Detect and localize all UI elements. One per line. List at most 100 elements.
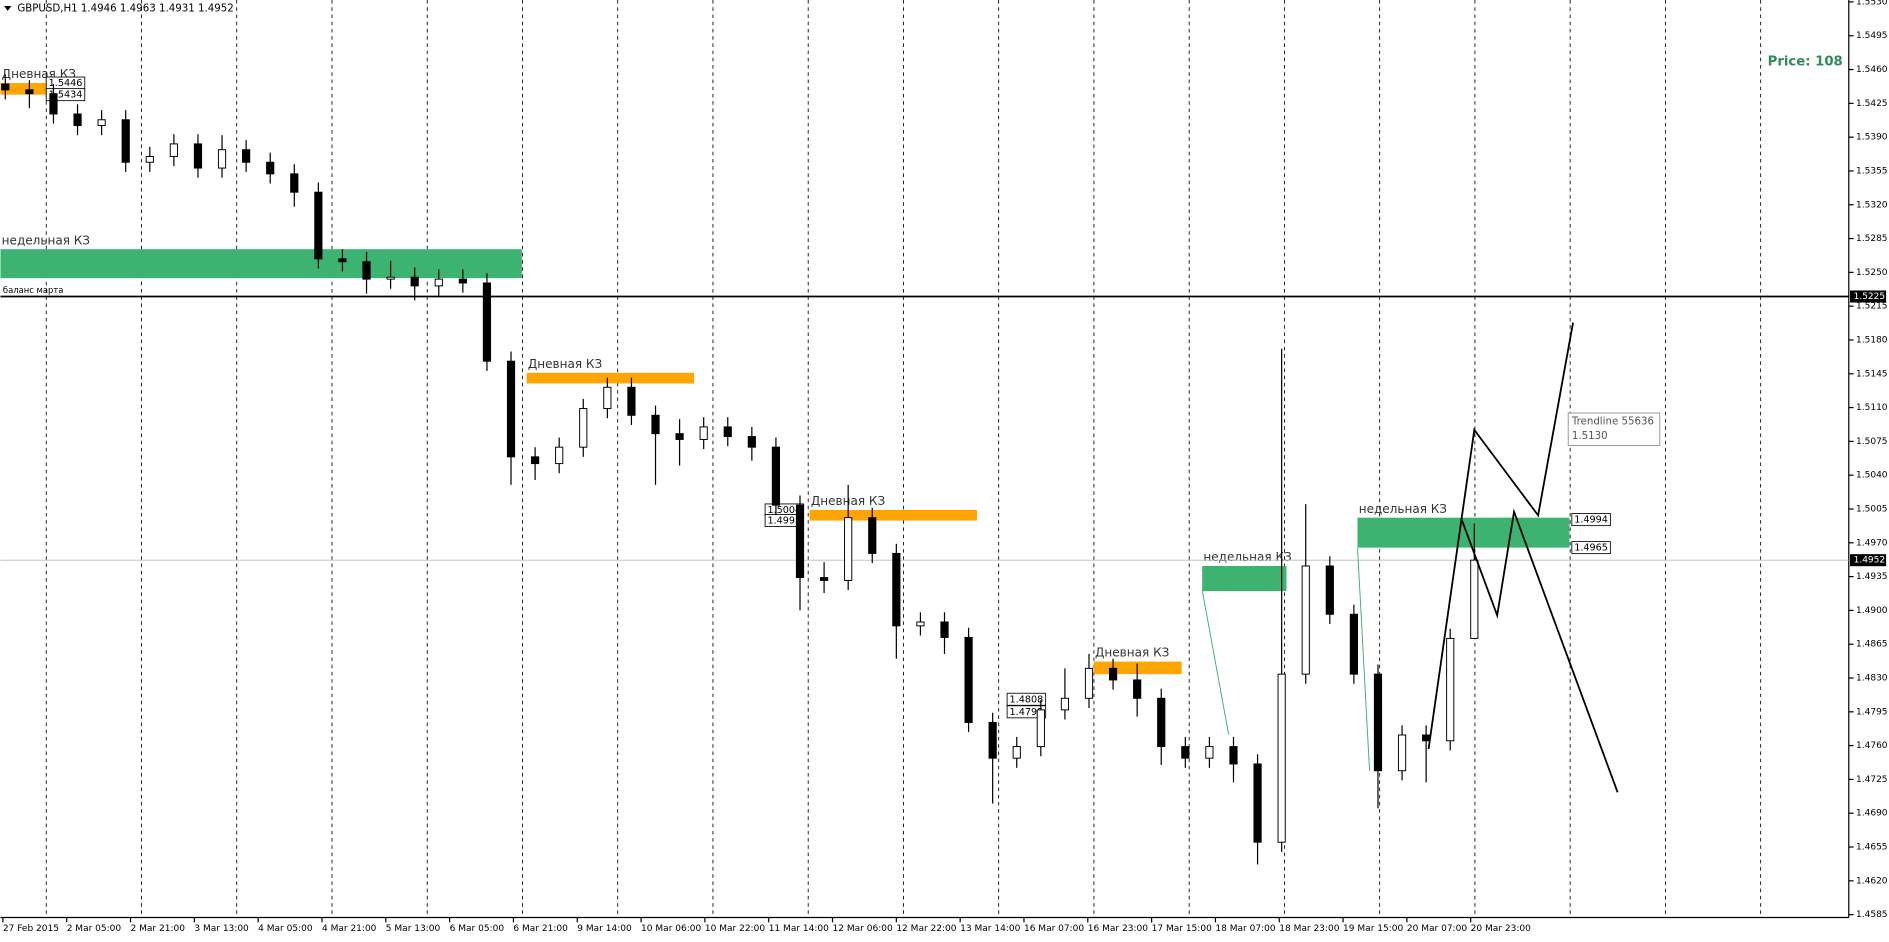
y-tick-label: 1.4585 bbox=[1856, 910, 1888, 920]
price-label-box bbox=[1571, 513, 1611, 527]
candle-body bbox=[1133, 679, 1142, 699]
header: GBPUSD,H1 1.4946 1.4963 1.4931 1.4952 bbox=[17, 3, 233, 14]
candle-body bbox=[940, 621, 949, 638]
y-tick-label: 1.5110 bbox=[1856, 403, 1888, 413]
candle-body bbox=[1325, 565, 1334, 615]
candle-body bbox=[531, 456, 540, 465]
candle-body bbox=[1301, 565, 1310, 675]
candle-body bbox=[410, 276, 419, 287]
candle-body bbox=[819, 577, 829, 581]
candle-body bbox=[988, 721, 997, 759]
y-tick-label: 1.5285 bbox=[1856, 234, 1888, 244]
candle-body bbox=[651, 414, 660, 435]
candle-body bbox=[1157, 697, 1166, 748]
price-label: 1.4795 bbox=[1010, 707, 1044, 718]
candle-body bbox=[25, 89, 34, 95]
candle-body bbox=[579, 408, 588, 448]
y-tick-label: 1.4760 bbox=[1856, 741, 1888, 751]
x-tick-label: 16 Mar 07:00 bbox=[1024, 924, 1084, 934]
y-tick-label: 1.4935 bbox=[1856, 572, 1888, 582]
candle-body bbox=[1470, 559, 1479, 639]
helper-line bbox=[1357, 547, 1371, 771]
candle-body bbox=[145, 155, 154, 163]
y-tick-label: 1.5425 bbox=[1856, 99, 1888, 109]
candle-body bbox=[506, 360, 516, 458]
x-tick-label: 13 Mar 14:00 bbox=[960, 924, 1020, 934]
x-tick-label: 12 Mar 22:00 bbox=[896, 924, 956, 934]
x-tick-label: 12 Mar 06:00 bbox=[833, 924, 893, 934]
candle-body bbox=[217, 149, 227, 169]
zone bbox=[526, 372, 695, 384]
candle-body bbox=[771, 446, 781, 506]
y-tick-label: 1.5040 bbox=[1856, 471, 1888, 481]
candle-body bbox=[1181, 746, 1190, 759]
candle-body bbox=[1012, 746, 1021, 759]
zone bbox=[809, 509, 978, 521]
x-tick-label: 19 Mar 15:00 bbox=[1343, 924, 1403, 934]
candle-body bbox=[1397, 734, 1407, 772]
candle-body bbox=[434, 278, 443, 287]
x-tick-label: 4 Mar 05:00 bbox=[258, 924, 313, 934]
zone-label: недельная КЗ bbox=[1203, 550, 1291, 564]
candle-body bbox=[458, 278, 467, 284]
candle-body bbox=[362, 261, 371, 280]
price-label: 1.4994 bbox=[1574, 515, 1608, 526]
y-tick-label: 1.5320 bbox=[1856, 200, 1888, 210]
tooltip-box bbox=[1567, 412, 1661, 447]
y-tick-label: 1.4690 bbox=[1856, 809, 1888, 819]
candle-body bbox=[844, 517, 853, 581]
candle-body bbox=[603, 386, 612, 410]
candle-body bbox=[266, 161, 275, 175]
y-tick-label: 1.4620 bbox=[1856, 876, 1888, 886]
candle-body bbox=[482, 282, 492, 362]
x-tick-label: 10 Mar 06:00 bbox=[641, 924, 701, 934]
price-label: 1.4993 bbox=[767, 516, 801, 527]
candle-body bbox=[1253, 763, 1262, 843]
y-tick-label: 1.5495 bbox=[1856, 31, 1888, 41]
zone-label: недельная КЗ bbox=[1359, 502, 1447, 516]
level-note: баланс марта bbox=[3, 285, 64, 295]
x-tick-label: 4 Mar 21:00 bbox=[322, 924, 377, 934]
x-tick-label: 10 Mar 22:00 bbox=[705, 924, 765, 934]
trendline bbox=[1460, 508, 1619, 793]
x-tick-label: 18 Mar 07:00 bbox=[1215, 924, 1275, 934]
candle-body bbox=[964, 636, 973, 723]
y-tick-label: 1.4865 bbox=[1856, 640, 1888, 650]
x-tick-label: 20 Mar 23:00 bbox=[1471, 924, 1531, 934]
y-tick-label: 1.4830 bbox=[1856, 674, 1888, 684]
candle-body bbox=[1277, 673, 1286, 843]
candle-body bbox=[49, 93, 58, 115]
candle-body bbox=[555, 446, 564, 465]
y-tick-label: 1.5145 bbox=[1856, 369, 1888, 379]
helper-line bbox=[1201, 589, 1230, 735]
y-tick-label: 1.4900 bbox=[1856, 606, 1888, 616]
candle-body bbox=[1, 83, 10, 91]
x-tick-label: 2 Mar 21:00 bbox=[131, 924, 186, 934]
x-tick-label: 18 Mar 23:00 bbox=[1279, 924, 1339, 934]
zone-label: Дневная КЗ bbox=[528, 357, 602, 371]
candle-body bbox=[314, 191, 323, 260]
menu-arrow[interactable] bbox=[4, 6, 12, 11]
y-tick-label: 1.5460 bbox=[1856, 65, 1888, 75]
zone-label: недельная КЗ bbox=[2, 233, 90, 247]
y-tick-label: 1.5075 bbox=[1856, 437, 1888, 447]
x-tick-label: 3 Mar 13:00 bbox=[194, 924, 249, 934]
candle-body bbox=[338, 258, 347, 263]
candle-body bbox=[675, 433, 684, 440]
zone bbox=[0, 249, 522, 279]
candle-body bbox=[97, 119, 106, 127]
candle-body bbox=[627, 386, 636, 416]
y-tick-label: 1.4655 bbox=[1856, 843, 1888, 853]
y-tick-label: 1.4795 bbox=[1856, 707, 1888, 717]
candle-body bbox=[1229, 746, 1238, 765]
x-tick-label: 27 Feb 2015 bbox=[3, 924, 59, 934]
y-tick-label: 1.5530 bbox=[1856, 0, 1888, 7]
candle-body bbox=[892, 552, 901, 627]
last-price-box bbox=[1849, 554, 1887, 567]
price-label-box bbox=[1571, 541, 1611, 555]
candle-body bbox=[1084, 667, 1094, 699]
candle-body bbox=[747, 436, 756, 448]
candle-body bbox=[121, 119, 130, 163]
